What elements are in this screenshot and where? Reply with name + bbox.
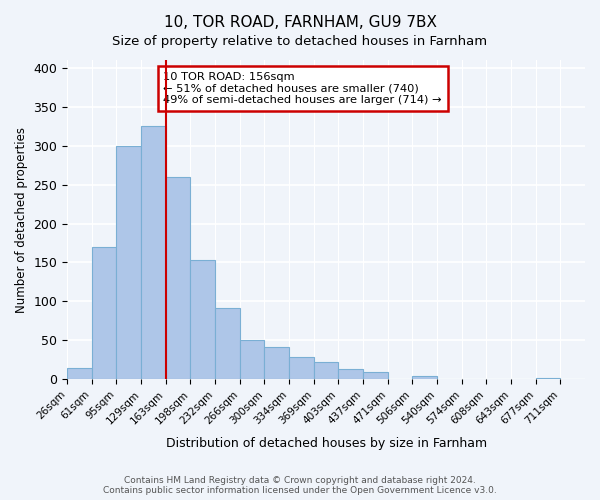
- Bar: [190, 260, 215, 380]
- Bar: [116, 146, 141, 380]
- Bar: [240, 340, 265, 380]
- Bar: [289, 356, 314, 380]
- Bar: [265, 346, 289, 380]
- Bar: [412, 376, 437, 380]
- Text: 10 TOR ROAD: 156sqm
← 51% of detached houses are smaller (740)
49% of semi-detac: 10 TOR ROAD: 156sqm ← 51% of detached ho…: [163, 72, 442, 105]
- Bar: [314, 362, 338, 380]
- Bar: [363, 372, 388, 380]
- Y-axis label: Number of detached properties: Number of detached properties: [15, 126, 28, 312]
- Bar: [141, 126, 166, 380]
- Bar: [67, 368, 92, 380]
- Bar: [462, 378, 487, 380]
- Text: 10, TOR ROAD, FARNHAM, GU9 7BX: 10, TOR ROAD, FARNHAM, GU9 7BX: [163, 15, 437, 30]
- Text: Size of property relative to detached houses in Farnham: Size of property relative to detached ho…: [112, 35, 488, 48]
- Bar: [338, 369, 363, 380]
- Bar: [166, 177, 190, 380]
- X-axis label: Distribution of detached houses by size in Farnham: Distribution of detached houses by size …: [166, 437, 487, 450]
- Bar: [92, 247, 116, 380]
- Bar: [215, 308, 240, 380]
- Text: Contains HM Land Registry data © Crown copyright and database right 2024.
Contai: Contains HM Land Registry data © Crown c…: [103, 476, 497, 495]
- Bar: [560, 378, 585, 380]
- Bar: [536, 378, 560, 380]
